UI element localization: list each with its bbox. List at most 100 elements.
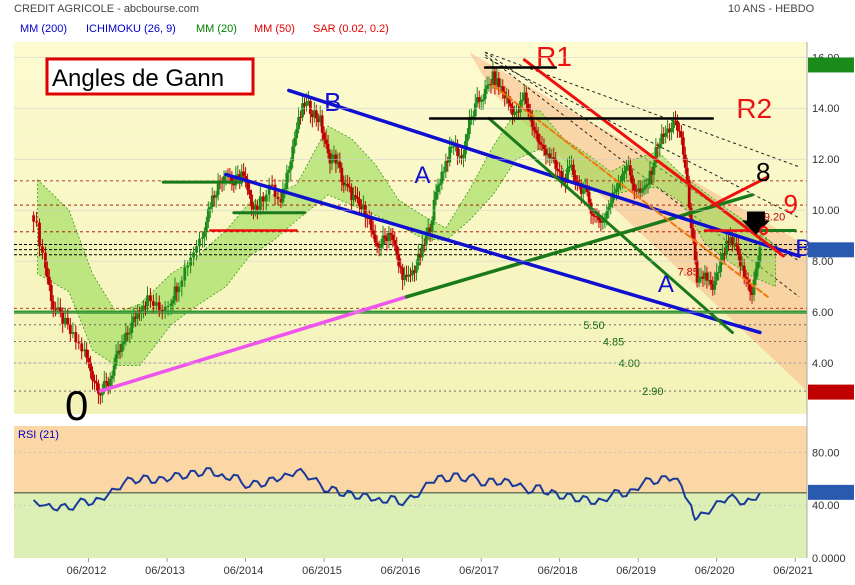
x-tick-label: 06/2019 — [616, 565, 656, 577]
level-label: 4.85 — [603, 336, 624, 348]
candle-body — [414, 265, 418, 273]
candle-body — [750, 291, 754, 296]
candle-body — [707, 280, 711, 282]
candle-body — [132, 316, 136, 323]
candle-body — [742, 265, 746, 278]
candle-body — [295, 129, 299, 139]
candle-body — [49, 284, 53, 302]
gann-fan-line — [484, 56, 800, 219]
candle-body — [609, 203, 613, 208]
candle-body — [650, 170, 654, 175]
candle-body — [666, 128, 670, 133]
candle-body — [438, 183, 442, 186]
candle-body — [340, 167, 344, 183]
candle-body — [727, 240, 730, 243]
candle-body — [136, 311, 140, 319]
candle-body — [77, 342, 81, 344]
candle-body — [593, 215, 597, 217]
candle-body — [80, 343, 84, 352]
candle-body — [160, 309, 164, 311]
candles-layer — [32, 61, 762, 405]
candle-body — [456, 144, 460, 156]
candle-body — [664, 132, 668, 137]
chart-title: CREDIT AGRICOLE - abcbourse.com — [14, 3, 199, 15]
candle-body — [554, 159, 558, 169]
candle-body — [573, 175, 577, 182]
candle-body — [171, 300, 175, 304]
gann-line-magenta — [98, 295, 409, 393]
price-tick-label: 10.00 — [812, 205, 840, 217]
candle-body — [413, 270, 416, 273]
candle-body — [379, 244, 383, 248]
candle-body — [293, 138, 297, 147]
candle-body — [74, 332, 78, 343]
candle-body — [652, 163, 656, 175]
candle-body — [206, 208, 210, 222]
candle-body — [487, 84, 491, 86]
candle-body — [626, 165, 630, 167]
candle-body — [83, 349, 87, 352]
candle-body — [352, 195, 355, 201]
candle-body — [581, 189, 585, 194]
candle-body — [216, 181, 220, 195]
candle-body — [668, 128, 671, 133]
candle-body — [662, 133, 666, 137]
candle-body — [87, 357, 90, 363]
candle-body — [35, 221, 38, 223]
candle-body — [636, 188, 640, 191]
candle-body — [654, 147, 658, 164]
candle-body — [283, 188, 287, 190]
candle-body — [175, 286, 179, 293]
candle-body — [446, 160, 450, 163]
candle-body — [305, 101, 308, 107]
candle-body — [740, 265, 744, 267]
candle-body — [44, 252, 47, 268]
candle-body — [660, 133, 664, 144]
candle-body — [144, 305, 147, 307]
ichimoku-cloud-layer — [37, 110, 776, 366]
candle-body — [301, 103, 304, 118]
candle-body — [314, 110, 318, 119]
candle-body — [126, 332, 130, 335]
candle-body — [287, 170, 291, 173]
x-tick-label: 06/2017 — [459, 565, 499, 577]
candle-body — [169, 303, 173, 307]
candle-body — [118, 350, 122, 352]
candle-body — [444, 160, 448, 172]
candle-body — [599, 220, 603, 223]
candle-body — [395, 245, 399, 255]
candle-body — [214, 194, 218, 198]
candle-body — [201, 237, 204, 239]
candle-body — [471, 116, 475, 118]
rsi-tick-label: 0.0000 — [812, 553, 846, 565]
candle-body — [658, 143, 662, 149]
rsi-last-badge-box — [808, 484, 854, 500]
candle-body — [348, 186, 352, 188]
candle-body — [628, 165, 632, 176]
candle-body — [116, 350, 120, 355]
candle-body — [568, 166, 571, 169]
candle-body — [54, 309, 58, 311]
candle-body — [236, 174, 240, 177]
candle-body — [534, 130, 538, 134]
annotation-label-A: A — [414, 162, 430, 189]
candle-body — [656, 147, 660, 149]
candle-body — [548, 153, 552, 158]
down-arrow-icon — [741, 211, 770, 235]
candle-body — [701, 276, 705, 279]
candle-body — [336, 161, 340, 164]
candle-body — [299, 116, 302, 118]
candle-body — [154, 302, 158, 306]
candle-body — [644, 185, 648, 188]
candle-body — [530, 115, 534, 127]
candle-body — [517, 111, 520, 113]
candle-body — [361, 204, 365, 210]
candle-body — [475, 97, 479, 104]
candle-body — [617, 181, 620, 189]
candle-body — [758, 247, 762, 262]
candle-body — [744, 277, 748, 280]
candle-body — [587, 192, 591, 203]
candle-body — [363, 204, 367, 218]
candle-body — [558, 170, 562, 172]
